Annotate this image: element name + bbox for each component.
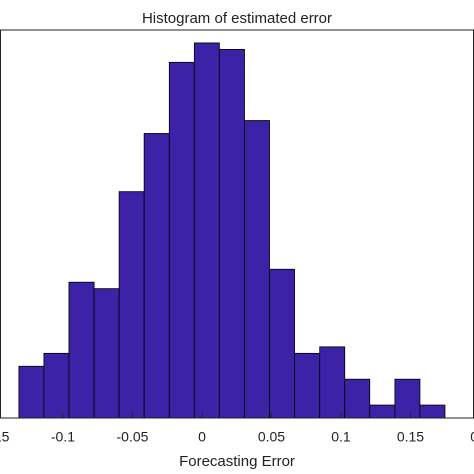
- bar: [218, 49, 245, 419]
- bar: [294, 352, 321, 419]
- x-tick-label: 0.2: [470, 429, 474, 445]
- bar: [68, 281, 95, 419]
- bar: [43, 352, 70, 419]
- bar: [344, 378, 371, 419]
- bar: [18, 365, 45, 419]
- x-tick-label: -0.15: [0, 429, 10, 445]
- bar: [143, 133, 170, 419]
- bar: [244, 120, 270, 419]
- x-tick-label: 0: [198, 429, 206, 445]
- bar: [93, 288, 120, 419]
- x-tick-label: 0.05: [258, 429, 285, 445]
- bar: [118, 191, 145, 419]
- bar: [319, 346, 346, 419]
- chart-title: Histogram of estimated error: [142, 10, 332, 27]
- x-tick-label: 0.15: [397, 429, 424, 445]
- x-tick-label: -0.1: [51, 429, 75, 445]
- bar: [419, 404, 446, 419]
- bar: [394, 378, 421, 419]
- bar: [168, 61, 195, 419]
- x-tick-label: -0.05: [117, 429, 149, 445]
- bar: [269, 268, 295, 419]
- x-axis-label: Forecasting Error: [179, 453, 295, 470]
- bar: [193, 42, 220, 419]
- x-tick-label: 0.1: [331, 429, 351, 445]
- bar: [369, 404, 396, 419]
